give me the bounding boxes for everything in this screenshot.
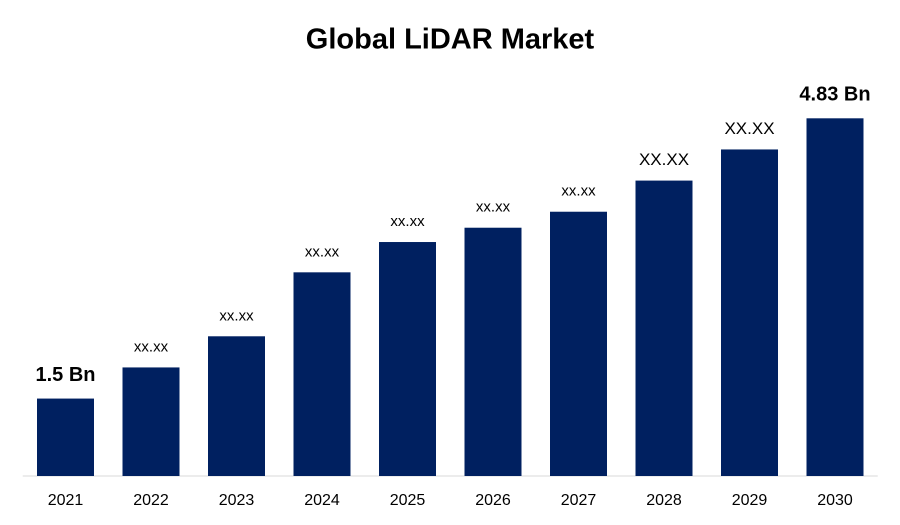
bar bbox=[464, 227, 522, 476]
value-label: xx.xx bbox=[561, 183, 596, 200]
x-tick-label: 2028 bbox=[646, 492, 682, 509]
x-tick-label: 2029 bbox=[732, 492, 768, 509]
value-label: XX.XX bbox=[639, 150, 689, 169]
x-tick-label: 2030 bbox=[817, 492, 853, 509]
bar bbox=[806, 118, 864, 477]
bar bbox=[550, 211, 607, 476]
value-label: 1.5 Bn bbox=[35, 364, 95, 386]
value-label: xx.xx bbox=[134, 338, 169, 355]
bar bbox=[721, 149, 778, 476]
x-tick-label: 2027 bbox=[561, 492, 597, 509]
bar bbox=[635, 180, 693, 476]
x-tick-label: 2021 bbox=[48, 492, 84, 509]
value-label: xx.xx bbox=[390, 213, 425, 230]
x-tick-label: 2022 bbox=[133, 492, 169, 509]
bar bbox=[208, 336, 265, 476]
x-tick-label: 2023 bbox=[219, 492, 255, 509]
value-label: 4.83 Bn bbox=[799, 84, 870, 106]
x-tick-label: 2024 bbox=[304, 492, 340, 509]
bar bbox=[37, 398, 94, 476]
value-label: xx.xx bbox=[305, 243, 340, 260]
x-tick-label: 2025 bbox=[390, 492, 426, 509]
bar bbox=[293, 272, 351, 476]
value-label: xx.xx bbox=[476, 199, 511, 216]
bar bbox=[122, 367, 180, 476]
chart-title: Global LiDAR Market bbox=[306, 24, 595, 56]
x-tick-label: 2026 bbox=[475, 492, 511, 509]
value-label: XX.XX bbox=[724, 119, 774, 138]
value-label: xx.xx bbox=[219, 307, 254, 324]
bar bbox=[379, 242, 436, 476]
